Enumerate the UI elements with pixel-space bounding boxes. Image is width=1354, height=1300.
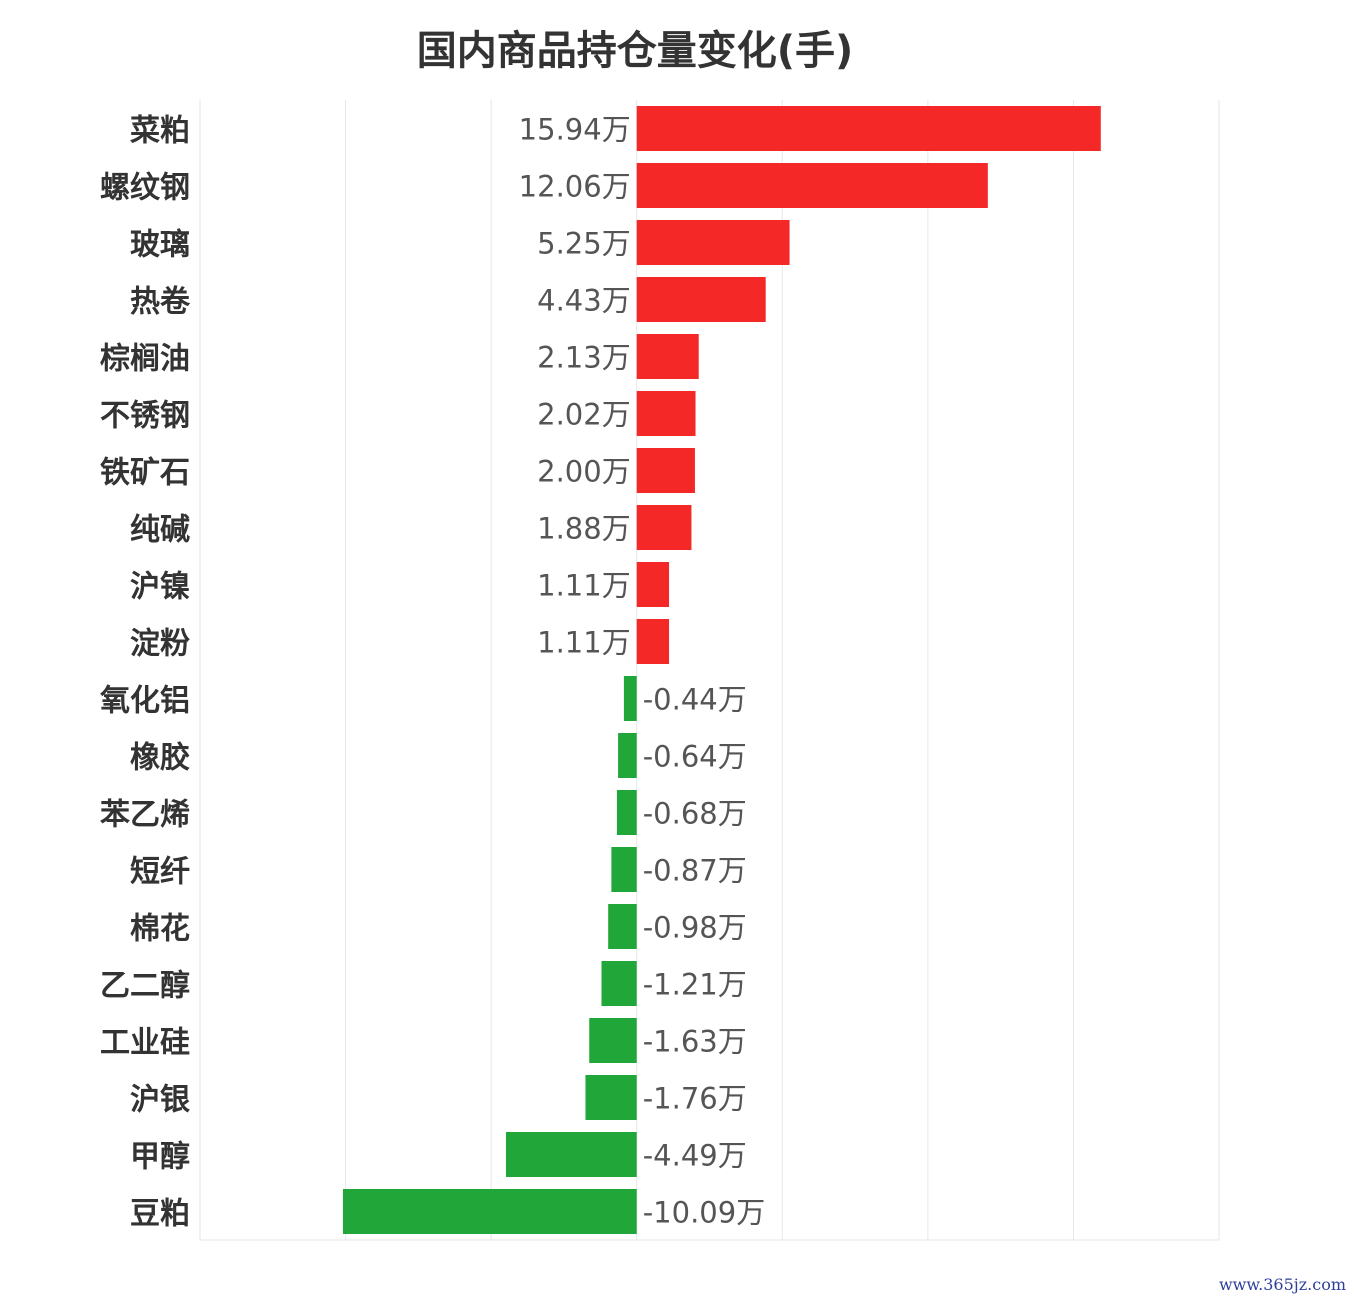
category-label: 菜粕 <box>130 114 190 149</box>
data-label: -1.63万 <box>643 1025 747 1059</box>
data-label: -0.98万 <box>643 911 747 945</box>
data-label: 5.25万 <box>537 227 631 261</box>
data-label: 2.13万 <box>537 341 631 375</box>
bar <box>623 676 637 721</box>
bar <box>616 790 637 835</box>
data-label: -0.64万 <box>643 740 747 774</box>
category-label: 棉花 <box>130 912 190 947</box>
bar <box>618 733 637 778</box>
category-label: 棕榈油 <box>100 342 190 377</box>
category-label: 沪镍 <box>130 570 190 605</box>
category-label: 豆粕 <box>130 1197 190 1232</box>
bar <box>589 1018 637 1063</box>
data-label: 15.94万 <box>519 113 631 147</box>
data-label: -4.49万 <box>643 1139 747 1173</box>
data-label: 1.88万 <box>537 512 631 546</box>
bar <box>636 277 766 322</box>
data-label: -1.76万 <box>643 1082 747 1116</box>
chart-title: 国内商品持仓量变化(手) <box>416 28 854 74</box>
bar <box>636 391 696 436</box>
bar <box>636 619 670 664</box>
data-label: -10.09万 <box>643 1196 766 1230</box>
data-label: -1.21万 <box>643 968 747 1002</box>
category-label: 螺纹钢 <box>100 171 190 206</box>
data-label: -0.87万 <box>643 854 747 888</box>
bar <box>636 220 790 265</box>
bar <box>505 1132 637 1177</box>
category-label: 乙二醇 <box>100 969 190 1004</box>
bar <box>611 847 637 892</box>
data-label: -0.68万 <box>643 797 747 831</box>
data-label: 2.02万 <box>537 398 631 432</box>
bar <box>636 334 699 379</box>
watermark: www.365jz.com <box>1218 1275 1346 1294</box>
bar <box>585 1075 637 1120</box>
category-label: 苯乙烯 <box>100 798 190 833</box>
bar <box>636 448 695 493</box>
bar <box>342 1189 637 1234</box>
category-label: 玻璃 <box>130 228 190 263</box>
data-label: 2.00万 <box>537 455 631 489</box>
data-label: 4.43万 <box>537 284 631 318</box>
bar <box>608 904 637 949</box>
bar <box>601 961 637 1006</box>
data-label: 12.06万 <box>519 170 631 204</box>
bar <box>636 163 988 208</box>
category-label: 不锈钢 <box>100 399 190 434</box>
bar <box>636 562 670 607</box>
category-label: 淀粉 <box>130 627 190 662</box>
data-label: -0.44万 <box>643 683 747 717</box>
bar <box>636 106 1101 151</box>
data-label: 1.11万 <box>537 626 631 660</box>
category-label: 橡胶 <box>130 741 190 776</box>
category-label: 热卷 <box>130 285 191 320</box>
category-label: 短纤 <box>130 855 190 890</box>
bar <box>636 505 692 550</box>
category-label: 氧化铝 <box>100 684 190 719</box>
category-label: 甲醇 <box>130 1140 190 1175</box>
category-label: 纯碱 <box>130 513 190 548</box>
category-label: 沪银 <box>130 1083 190 1118</box>
category-label: 铁矿石 <box>100 456 190 491</box>
data-label: 1.11万 <box>537 569 631 603</box>
category-label: 工业硅 <box>100 1026 190 1061</box>
